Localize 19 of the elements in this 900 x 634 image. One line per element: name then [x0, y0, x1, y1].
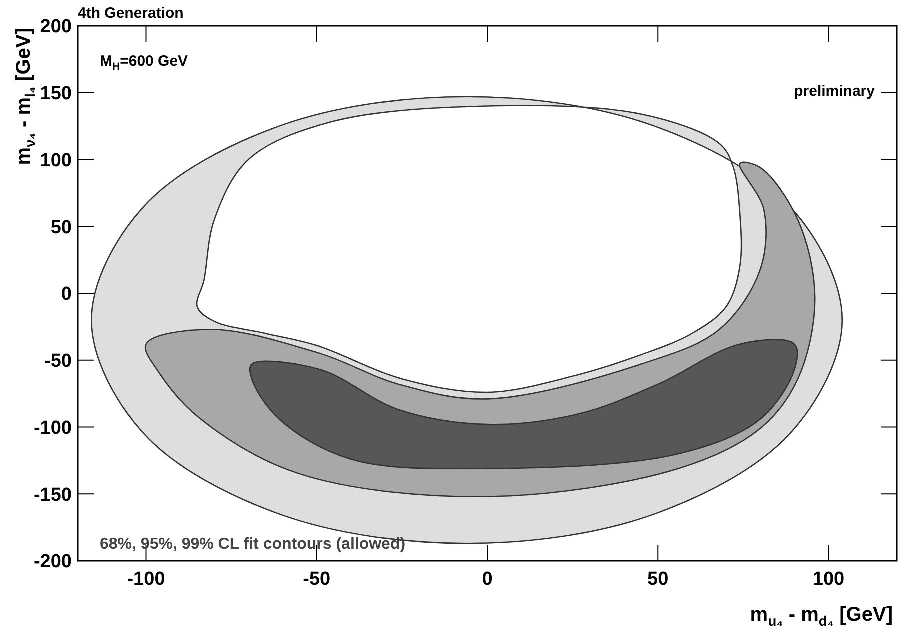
y-tick-label: 100: [40, 150, 72, 172]
annotation: M$_{H}$=600 GeV: [100, 53, 188, 73]
x-tick-label: 50: [648, 569, 669, 590]
x-tick-label: -50: [303, 569, 331, 590]
x-axis-title: m$_{u₄}$ - m$_{d₄}$ [GeV]: [750, 604, 893, 629]
y-tick-label: 200: [40, 16, 72, 38]
y-tick-label: 0: [61, 284, 72, 306]
y-tick-label: -200: [34, 552, 72, 573]
y-tick-label: -50: [44, 351, 72, 372]
y-tick-label: 50: [50, 217, 72, 238]
x-tick-label: -100: [127, 569, 166, 590]
y-tick-label: 150: [40, 84, 72, 105]
y-tick-label: -150: [34, 484, 72, 506]
annotation: preliminary: [794, 83, 876, 100]
annotation: 68%, 95%, 99% CL fit contours (allowed): [100, 536, 406, 553]
y-tick-label: -100: [34, 418, 72, 439]
x-tick-label: 100: [812, 569, 845, 590]
chart-title: 4th Generation: [78, 5, 184, 22]
x-tick-label: 0: [482, 569, 493, 590]
